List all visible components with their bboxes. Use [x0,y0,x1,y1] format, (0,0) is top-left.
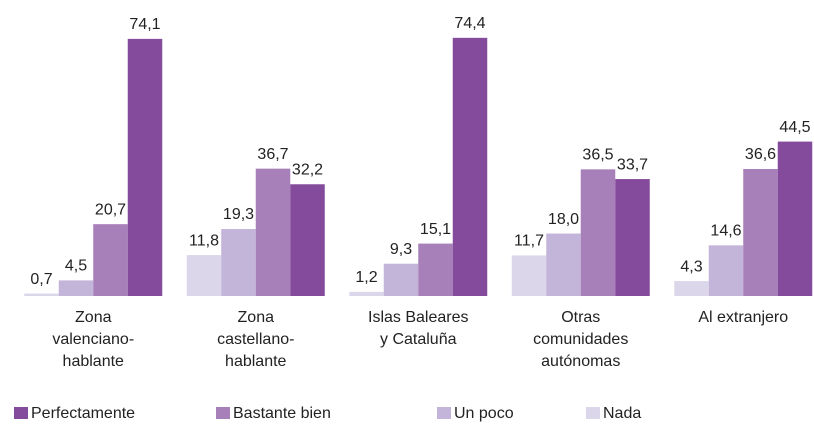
bar [349,291,384,296]
data-label: 4,5 [65,258,87,275]
bar [290,184,325,296]
bar [24,293,59,296]
x-tick-label: hablante [63,353,124,370]
bar [743,168,778,296]
bar [255,168,291,296]
bar [127,38,163,297]
x-tick-label: hablante [225,353,286,370]
bar [58,280,94,296]
x-tick-label: Islas Baleares [368,309,469,326]
legend-label: Un poco [454,405,514,422]
data-label: 36,5 [582,147,613,164]
data-label: 11,7 [514,233,544,250]
bar [418,243,453,296]
data-label: 36,7 [257,146,288,163]
x-tick-label: Otras [561,309,600,326]
legend-swatch [437,407,451,419]
x-tick-label: Zona [75,309,112,326]
bar [615,179,650,296]
bar [708,245,744,296]
bar [511,255,547,296]
x-tick-label: y Cataluña [380,331,457,348]
data-label: 74,4 [454,15,485,32]
data-label: 18,0 [548,211,579,228]
legend-swatch [14,407,28,419]
data-label: 33,7 [617,156,648,173]
x-tick-label: valenciano- [52,331,134,348]
data-label: 11,8 [189,232,219,249]
legend-label: Perfectamente [31,405,135,422]
bar [777,141,813,296]
bar [674,281,709,296]
data-label: 20,7 [95,201,126,218]
data-label: 32,2 [292,161,323,178]
x-tick-label: Zona [238,309,275,326]
data-label: 14,6 [710,223,741,240]
bar [93,224,128,296]
bar [221,229,256,296]
x-tick-label: autónomas [541,353,620,370]
bar [383,263,419,296]
bar [580,169,616,296]
legend-swatch [586,407,600,419]
legend-label: Nada [603,405,641,422]
data-label: 36,6 [745,146,776,163]
legend-swatch [216,407,230,419]
data-label: 4,3 [680,258,702,275]
data-label: 44,5 [779,119,810,136]
data-label: 74,1 [129,16,160,33]
data-label: 9,3 [390,241,412,258]
data-label: 1,2 [355,269,377,286]
data-label: 15,1 [420,221,451,238]
bar [186,255,222,296]
bar [452,37,488,296]
x-tick-label: castellano- [217,331,294,348]
data-label: 19,3 [223,206,254,223]
data-label: 0,7 [30,271,52,288]
x-tick-label: Al extranjero [698,309,788,326]
bar [546,233,581,296]
x-tick-label: comunidades [533,331,628,348]
legend-label: Bastante bien [233,405,331,422]
